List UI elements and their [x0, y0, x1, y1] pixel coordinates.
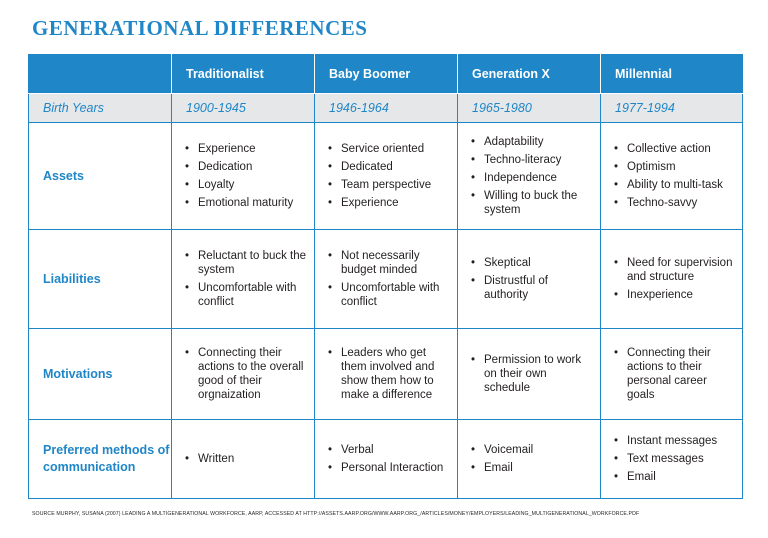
list-item: Dedicated: [328, 160, 451, 174]
liabilities-millennial-cell: Need for supervision and structure Inexpe…: [600, 229, 743, 329]
assets-baby-boomer-cell: Service oriented Dedicated Team perspectiv…: [314, 122, 458, 230]
birth-years-millennial: 1977-1994: [600, 93, 743, 123]
assets-traditionalist-cell: Experience Dedication Loyalty Emotional mat…: [171, 122, 315, 230]
bullet-list: Reluctant to buck the system Uncomfortabl…: [172, 249, 314, 309]
bullet-list: Connecting their actions to the overall …: [172, 346, 314, 402]
assets-label: Assets: [28, 122, 172, 230]
preferred-communication-label: Preferred methods of communication: [28, 419, 172, 499]
list-item: Team perspective: [328, 178, 451, 192]
header-baby-boomer: Baby Boomer: [314, 54, 458, 94]
bullet-list: Instant messages Text messages Email: [601, 434, 742, 484]
header-millennial: Millennial: [600, 54, 743, 94]
list-item: Personal Interaction: [328, 461, 451, 475]
list-item: Emotional maturity: [185, 196, 308, 210]
list-item: Instant messages: [614, 434, 736, 448]
bullet-list: Voicemail Email: [458, 443, 600, 475]
list-item: Techno-literacy: [471, 153, 594, 167]
motivations-millennial-cell: Connecting their actions to their person…: [600, 328, 743, 420]
list-item: Connecting their actions to their person…: [614, 346, 736, 402]
bullet-list: Not necessarily budget minded Uncomfortab…: [315, 249, 457, 309]
liabilities-row: Liabilities Reluctant to buck the system U…: [28, 229, 743, 329]
birth-years-row: Birth Years 1900-1945 1946-1964 1965-198…: [28, 93, 743, 123]
liabilities-traditionalist-cell: Reluctant to buck the system Uncomfortabl…: [171, 229, 315, 329]
header-traditionalist: Traditionalist: [171, 54, 315, 94]
list-item: Voicemail: [471, 443, 594, 457]
list-item: Permission to work on their own schedule: [471, 353, 594, 395]
list-item: Experience: [328, 196, 451, 210]
liabilities-label: Liabilities: [28, 229, 172, 329]
assets-row: Assets Experience Dedication Loyalty Emotion…: [28, 122, 743, 230]
liabilities-baby-boomer-cell: Not necessarily budget minded Uncomfortab…: [314, 229, 458, 329]
bullet-list: Connecting their actions to their person…: [601, 346, 742, 402]
bullet-list: Need for supervision and structure Inexpe…: [601, 256, 742, 302]
list-item: Text messages: [614, 452, 736, 466]
list-item: Ability to multi-task: [614, 178, 736, 192]
bullet-list: Written: [172, 452, 314, 466]
list-item: Verbal: [328, 443, 451, 457]
preferred-communication-millennial-cell: Instant messages Text messages Email: [600, 419, 743, 499]
bullet-list: Adaptability Techno-literacy Independence W…: [458, 135, 600, 217]
assets-generation-x-cell: Adaptability Techno-literacy Independence W…: [457, 122, 601, 230]
motivations-generation-x-cell: Permission to work on their own schedule: [457, 328, 601, 420]
list-item: Skeptical: [471, 256, 594, 270]
list-item: Distrustful of authority: [471, 274, 594, 302]
list-item: Not necessarily budget minded: [328, 249, 451, 277]
assets-millennial-cell: Collective action Optimism Ability to mult…: [600, 122, 743, 230]
generations-table: Traditionalist Baby Boomer Generation X …: [28, 54, 743, 499]
bullet-list: Service oriented Dedicated Team perspectiv…: [315, 142, 457, 210]
list-item: Inexperience: [614, 288, 736, 302]
page-title: GENERATIONAL DIFFERENCES: [32, 16, 368, 40]
motivations-traditionalist-cell: Connecting their actions to the overall …: [171, 328, 315, 420]
motivations-baby-boomer-cell: Leaders who get them involved and show t…: [314, 328, 458, 420]
list-item: Leaders who get them involved and show t…: [328, 346, 451, 402]
list-item: Uncomfortable with conflict: [328, 281, 451, 309]
birth-years-label: Birth Years: [28, 93, 172, 123]
list-item: Need for supervision and structure: [614, 256, 736, 284]
motivations-label: Motivations: [28, 328, 172, 420]
bullet-list: Permission to work on their own schedule: [458, 353, 600, 395]
preferred-communication-traditionalist-cell: Written: [171, 419, 315, 499]
bullet-list: Verbal Personal Interaction: [315, 443, 457, 475]
preferred-communication-row: Preferred methods of communication Writte…: [28, 419, 743, 499]
list-item: Independence: [471, 171, 594, 185]
header-generation-x: Generation X: [457, 54, 601, 94]
list-item: Loyalty: [185, 178, 308, 192]
birth-years-traditionalist: 1900-1945: [171, 93, 315, 123]
list-item: Uncomfortable with conflict: [185, 281, 308, 309]
list-item: Willing to buck the system: [471, 189, 594, 217]
list-item: Email: [471, 461, 594, 475]
preferred-communication-baby-boomer-cell: Verbal Personal Interaction: [314, 419, 458, 499]
list-item: Experience: [185, 142, 308, 156]
bullet-list: Leaders who get them involved and show t…: [315, 346, 457, 402]
header-row: Traditionalist Baby Boomer Generation X …: [28, 54, 743, 94]
list-item: Email: [614, 470, 736, 484]
bullet-list: Skeptical Distrustful of authority: [458, 256, 600, 302]
motivations-row: MotivationsConnecting their actions to t…: [28, 328, 743, 420]
preferred-communication-generation-x-cell: Voicemail Email: [457, 419, 601, 499]
list-item: Written: [185, 452, 308, 466]
header-corner: [28, 54, 172, 94]
list-item: Connecting their actions to the overall …: [185, 346, 308, 402]
list-item: Optimism: [614, 160, 736, 174]
list-item: Service oriented: [328, 142, 451, 156]
list-item: Dedication: [185, 160, 308, 174]
list-item: Adaptability: [471, 135, 594, 149]
source-citation: SOURCE MURPHY, SUSANA (2007) LEADING A M…: [32, 511, 640, 517]
birth-years-generation-x: 1965-1980: [457, 93, 601, 123]
list-item: Techno-savvy: [614, 196, 736, 210]
list-item: Reluctant to buck the system: [185, 249, 308, 277]
bullet-list: Collective action Optimism Ability to mult…: [601, 142, 742, 210]
list-item: Collective action: [614, 142, 736, 156]
liabilities-generation-x-cell: Skeptical Distrustful of authority: [457, 229, 601, 329]
bullet-list: Experience Dedication Loyalty Emotional mat…: [172, 142, 314, 210]
birth-years-baby-boomer: 1946-1964: [314, 93, 458, 123]
